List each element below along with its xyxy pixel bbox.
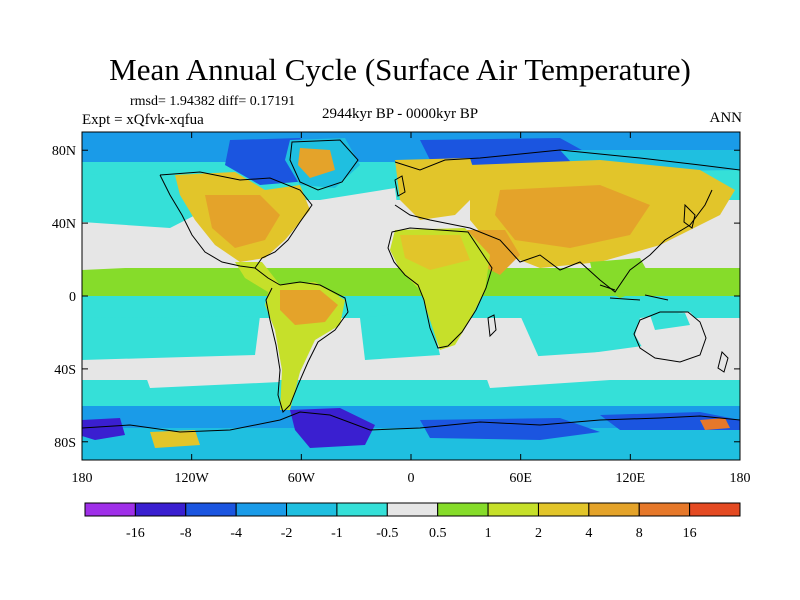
period-label: 2944kyr BP - 0000kyr BP [322,106,479,122]
y-tick-label: 40S [54,363,76,378]
patch-indian-ocean [520,312,650,360]
colorbar-swatch [286,502,338,517]
patch-central-asia [495,185,650,248]
coastline-north-america-west [159,174,256,269]
colorbar-swatch [235,502,288,517]
x-tick-label: 120W [175,471,210,486]
patch-atlantic-north [320,188,400,240]
patch-weddell-sea [290,408,375,448]
colorbar-label: 0.5 [429,526,447,541]
patch-ross-sea [82,418,125,440]
colorbar-label: -0.5 [376,526,398,541]
patch-ross-shelf [150,430,200,448]
coastline-indonesia [599,284,669,301]
rmsd-diff-label: rmsd= 1.94382 diff= 0.17191 [130,94,296,109]
colorbar-label: 4 [585,526,592,541]
coastline-eurasia [394,149,740,171]
coastline-new-zealand [717,351,729,373]
coastline-uk [394,175,406,197]
coastline-madagascar [487,314,497,338]
coastline-antarctica [82,411,740,433]
colorbar-swatch [386,502,439,517]
colorbar-label: -4 [230,526,242,541]
experiment-label: Expt = xQfvk-xqfua [82,112,204,128]
patch-amazon [280,290,338,325]
x-tick-label: 60E [509,471,532,486]
x-axis: 180 120W 60W 0 60E 120E 180 [72,132,751,486]
colorbar-swatch [134,502,187,517]
patch-antarctic-warm [700,418,730,430]
colorbar-label: 1 [485,526,492,541]
colorbar-swatch [185,502,237,517]
patch-north-america-central [205,195,280,248]
colorbar-label: 8 [636,526,643,541]
coastline-japan [683,203,696,229]
y-tick-label: 80N [52,144,76,159]
coastline-asia-south [469,189,713,293]
colorbar-swatch [336,502,388,517]
coastline-europe-south [394,204,471,229]
colorbar-label: -2 [281,526,293,541]
y-tick-label: 80S [54,436,76,451]
temperature-field [82,132,740,460]
patch-indian-ocean-west [480,352,610,388]
patch-pacific-south [82,316,260,360]
patch-sahara [400,235,470,270]
patch-atlantic-south [360,310,440,360]
colorbar-swatch [588,502,640,517]
colorbar-label: 16 [683,526,697,541]
colorbar-label: 2 [535,526,542,541]
patch-pacific-southeast [140,355,280,388]
colorbar-swatch [689,502,741,517]
patch-central-america [235,262,280,292]
x-tick-label: 180 [730,471,751,486]
chart-title: Mean Annual Cycle (Surface Air Temperatu… [109,52,691,87]
colorbar-swatch [437,502,489,517]
colorbar-label: -16 [126,526,145,541]
y-tick-label: 0 [69,290,76,305]
x-tick-label: 120E [616,471,646,486]
patch-greenland-core [298,148,335,178]
y-axis: 80N 40N 0 40S 80S [52,144,740,451]
patch-se-asia [590,258,655,298]
colorbar-label: -8 [180,526,192,541]
coastline-africa [387,227,493,349]
season-label: ANN [709,110,743,126]
colorbar: -16 -8 -4 -2 -1 -0.5 0.5 1 2 4 8 16 [84,502,741,541]
colorbar-swatch [537,502,590,517]
band-equatorial [82,296,740,318]
x-tick-label: 180 [72,471,93,486]
x-tick-label: 0 [408,471,415,486]
coastline-australia [633,311,707,363]
patch-pacific-central [82,232,190,270]
colorbar-swatch [84,502,136,517]
patch-europe [395,158,480,220]
y-tick-label: 40N [52,217,76,232]
coastlines [82,139,740,433]
coastline-south-america [265,281,349,413]
colorbar-swatch [638,502,691,517]
colorbar-swatch [487,502,539,517]
coastline-greenland [289,139,359,191]
colorbar-label: -1 [331,526,343,541]
x-tick-label: 60W [288,471,316,486]
patch-australia-north [650,313,690,330]
